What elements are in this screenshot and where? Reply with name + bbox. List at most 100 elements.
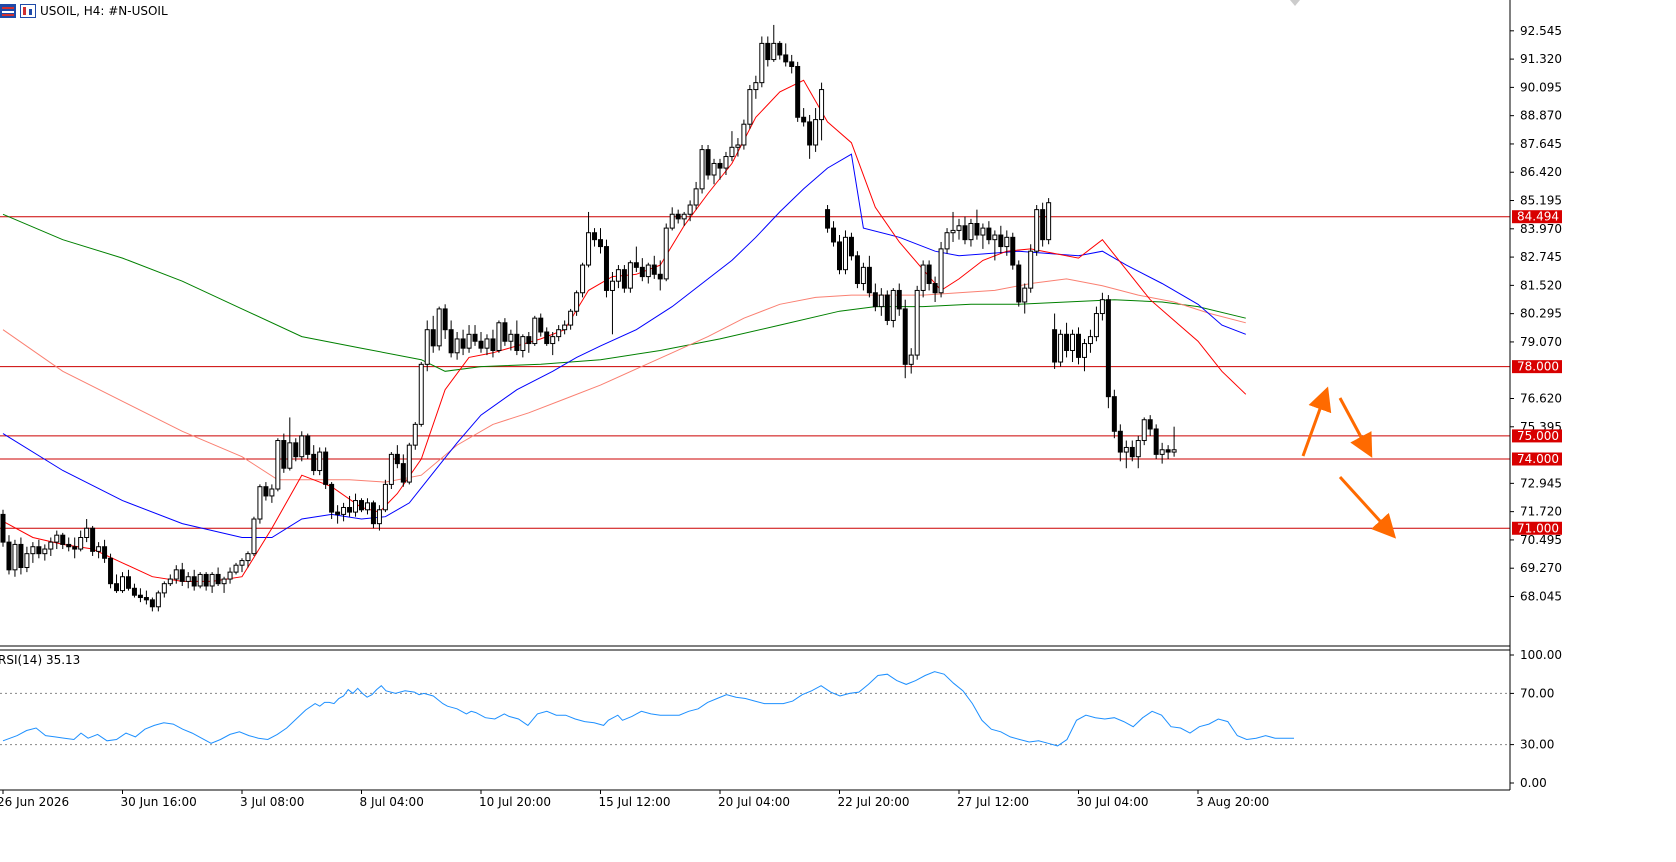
candle-body: [370, 502, 376, 525]
candle: [807, 114, 813, 159]
candle: [556, 325, 562, 342]
candle: [831, 221, 837, 247]
candle-body: [860, 266, 866, 285]
candle: [460, 329, 466, 356]
candle: [353, 493, 359, 517]
candle: [6, 535, 12, 575]
candle: [998, 225, 1004, 254]
time-tick-label: 20 Jul 04:00: [718, 795, 790, 809]
candle-body: [968, 222, 974, 241]
candle-body: [430, 329, 436, 347]
candle: [209, 572, 215, 593]
candle-body: [388, 453, 394, 485]
candle: [801, 108, 807, 127]
candle-body: [84, 527, 90, 538]
candle: [1004, 230, 1010, 256]
candle-body: [837, 241, 842, 271]
candle-body: [18, 543, 24, 569]
candle: [1028, 244, 1034, 293]
candle-body: [1123, 446, 1129, 453]
candle-body: [376, 509, 382, 525]
rsi-tick-label: 0.00: [1520, 776, 1547, 790]
candle-body: [753, 82, 759, 91]
candle-body: [544, 331, 550, 345]
candle-body: [681, 213, 687, 220]
candle-body: [813, 119, 819, 146]
candle: [669, 207, 675, 231]
candle: [848, 232, 854, 261]
candle-body: [603, 246, 609, 291]
candle-body: [1010, 236, 1016, 266]
candle: [520, 334, 526, 358]
candle-body: [574, 292, 580, 312]
level-price-tag: [1512, 210, 1562, 224]
candle-body: [920, 264, 926, 291]
candle: [418, 362, 424, 427]
candle-body: [556, 329, 562, 338]
candle: [1040, 202, 1046, 247]
candle: [532, 315, 538, 346]
candle: [305, 433, 311, 459]
candle-body: [209, 573, 215, 587]
candle-body: [914, 289, 920, 356]
candle: [227, 567, 233, 584]
candle: [580, 262, 586, 298]
candles-icon[interactable]: [0, 4, 16, 18]
candle: [120, 572, 125, 593]
candle-body: [872, 292, 878, 308]
candle: [1022, 283, 1028, 314]
candle-body: [1159, 449, 1165, 455]
candle-body: [114, 583, 120, 592]
candle-body: [96, 546, 102, 552]
candle: [36, 539, 42, 559]
candle-body: [90, 527, 96, 552]
price-tick-label: 68.045: [1520, 589, 1562, 603]
candle-body: [167, 578, 173, 585]
candle-body: [317, 451, 323, 472]
candle-body: [825, 209, 831, 229]
candle-body: [645, 264, 651, 278]
candle: [1105, 295, 1111, 409]
chart-window-icon[interactable]: [20, 4, 36, 18]
candle-body: [191, 576, 197, 587]
candle-body: [1076, 333, 1081, 358]
candle-body: [639, 266, 645, 278]
candle-body: [42, 548, 48, 555]
candle-body: [24, 553, 30, 569]
candle: [424, 320, 430, 372]
candle: [914, 285, 920, 360]
candle-body: [896, 289, 902, 310]
candle: [341, 502, 347, 522]
candle: [257, 484, 263, 524]
candle: [275, 438, 281, 492]
candle-body: [717, 162, 723, 169]
candle-body: [323, 451, 329, 485]
candle: [974, 209, 980, 240]
candle-body: [1087, 336, 1093, 345]
candle-body: [1052, 329, 1058, 363]
candle: [490, 329, 496, 358]
candle: [364, 498, 370, 515]
candle: [980, 223, 986, 249]
candle-body: [287, 442, 293, 469]
rsi-tick-label: 100.00: [1520, 648, 1562, 662]
candle-body: [12, 543, 18, 571]
candle-body: [454, 338, 460, 354]
candle: [251, 516, 257, 556]
candle: [657, 260, 663, 291]
candle-body: [944, 232, 950, 250]
candle: [197, 572, 203, 589]
candle: [854, 251, 860, 289]
candle-body: [102, 546, 108, 559]
candle: [723, 151, 729, 176]
candle: [795, 61, 801, 122]
candle: [287, 417, 293, 471]
candle: [1093, 306, 1099, 342]
price-tick-label: 72.945: [1520, 476, 1562, 490]
candle-body: [203, 573, 209, 587]
candle: [544, 327, 550, 346]
candle: [376, 505, 382, 531]
candle-body: [30, 546, 36, 555]
candle: [293, 438, 299, 462]
